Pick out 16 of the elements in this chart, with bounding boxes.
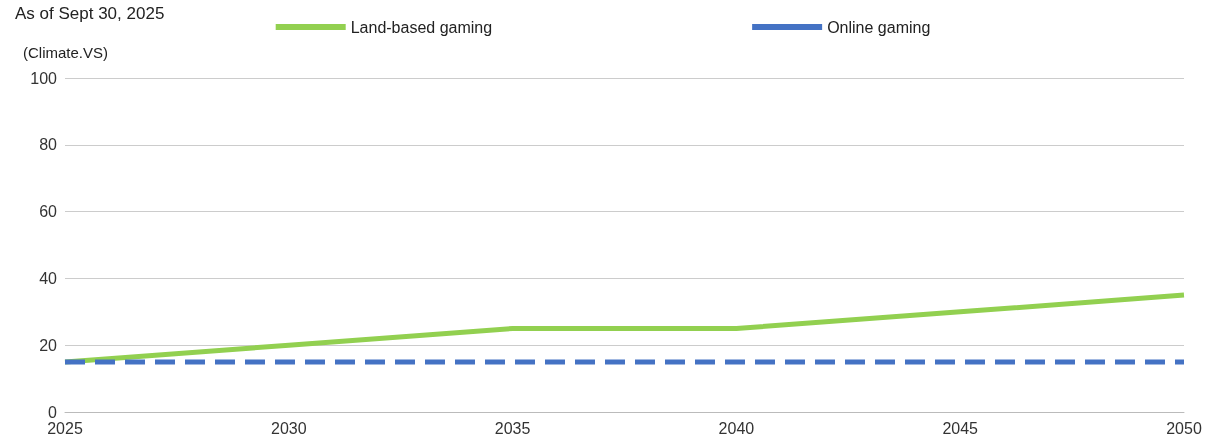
y-tick-label: 60 [39, 203, 58, 221]
x-tick-label: 2030 [271, 419, 307, 437]
x-tick-label: 2035 [494, 419, 531, 437]
x-tick-label: 2050 [1166, 419, 1202, 437]
legend-label: Online gaming [827, 18, 931, 36]
x-tick-label: 2045 [942, 419, 979, 437]
y-tick-label: 20 [39, 336, 58, 354]
y-tick-label: 80 [39, 136, 58, 154]
x-tick-label: 2025 [47, 419, 83, 437]
x-tick-label: 2040 [718, 419, 755, 437]
legend-label: Land-based gaming [350, 18, 493, 36]
y-tick-label: 40 [39, 269, 58, 287]
chart-title: As of Sept 30, 2025 [15, 4, 165, 23]
y-axis-title: (Climate.VS) [23, 44, 109, 61]
y-tick-label: 0 [48, 403, 58, 421]
y-tick-label: 100 [30, 69, 58, 87]
